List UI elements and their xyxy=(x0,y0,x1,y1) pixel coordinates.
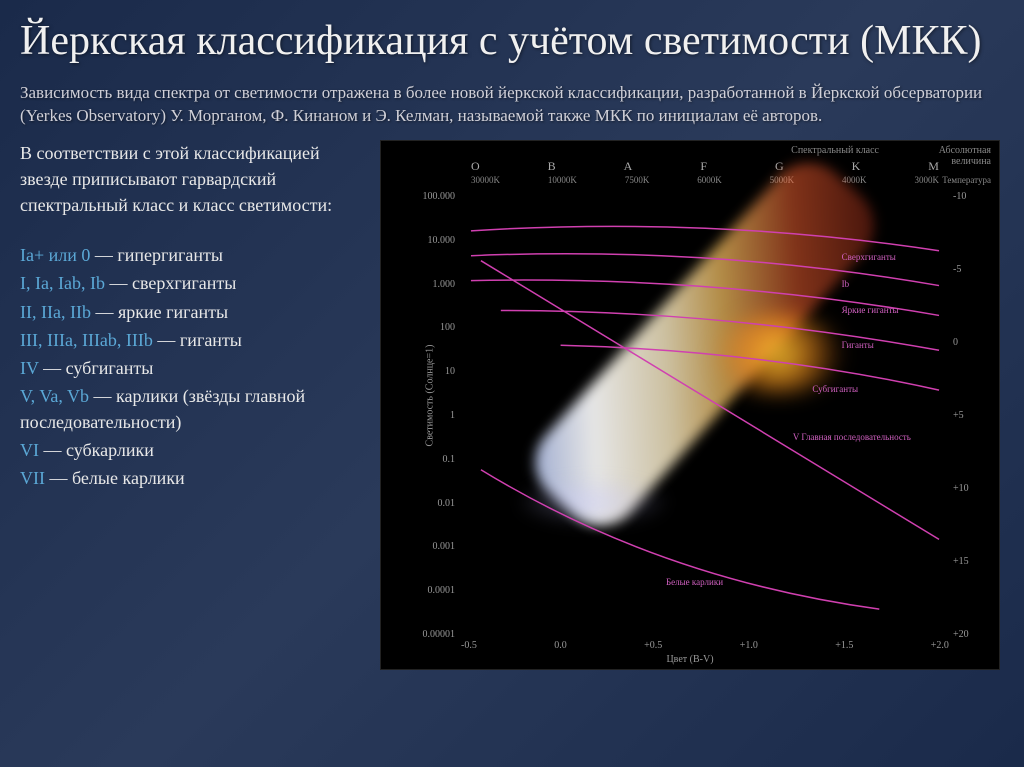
class-code: Ia+ или 0 xyxy=(20,245,90,265)
temp-tick: 30000K xyxy=(471,175,500,185)
x-tick: -0.5 xyxy=(461,640,477,651)
class-code: III, IIIa, IIIab, IIIb xyxy=(20,330,153,350)
spectral-tick: O xyxy=(471,159,480,174)
spectral-tick: A xyxy=(624,159,633,174)
y2-tick: +5 xyxy=(953,410,964,421)
x-tick: +1.5 xyxy=(835,640,853,651)
spectral-tick: K xyxy=(852,159,861,174)
x-tick: +2.0 xyxy=(931,640,949,651)
x-axis: -0.5 0.0 +0.5 +1.0 +1.5 +2.0 xyxy=(461,640,949,651)
temp-tick: 6000K xyxy=(697,175,722,185)
class-name: — гипергиганты xyxy=(90,245,223,265)
x-axis-label: Цвет (B-V) xyxy=(666,654,713,665)
class-code: VII xyxy=(20,468,45,488)
class-name: — гиганты xyxy=(153,330,242,350)
class-line: V, Va, Vb — карлики (звёзды главной посл… xyxy=(20,383,370,435)
y-tick: 1.000 xyxy=(395,279,455,290)
spectral-tick: B xyxy=(548,159,556,174)
temp-tick: 7500K xyxy=(625,175,650,185)
spectral-tick: F xyxy=(700,159,707,174)
class-line: II, IIa, IIb — яркие гиганты xyxy=(20,299,370,325)
x-tick: +0.5 xyxy=(644,640,662,651)
class-line: VI — субкарлики xyxy=(20,437,370,463)
temp-tick: 3000K xyxy=(914,175,939,185)
y-tick: 0.001 xyxy=(395,541,455,552)
class-code: II, IIa, IIb xyxy=(20,302,91,322)
y-tick: 0.0001 xyxy=(395,585,455,596)
class-line: IV — субгиганты xyxy=(20,355,370,381)
class-name: — яркие гиганты xyxy=(91,302,228,322)
x-tick: +1.0 xyxy=(740,640,758,651)
y-tick: 10.000 xyxy=(395,235,455,246)
class-list: Ia+ или 0 — гипергигантыI, Ia, Iab, Ib —… xyxy=(20,242,370,491)
y2-tick: +15 xyxy=(953,556,969,567)
x-tick: 0.0 xyxy=(554,640,567,651)
plot-area: Сверхгиганты Ib Яркие гиганты Гиганты Субгиг… xyxy=(461,191,949,629)
class-code: V, Va, Vb xyxy=(20,386,89,406)
content-row: В соответствии с этой классификацией зве… xyxy=(0,140,1024,670)
class-code: I, Ia, Iab, Ib xyxy=(20,273,105,293)
temperature-axis: 30000K10000K7500K6000K5000K4000K3000K xyxy=(471,175,939,185)
chart-top-label: Спектральный класс xyxy=(791,145,879,156)
y2-tick: +10 xyxy=(953,483,969,494)
luminosity-label: V Главная последовательность xyxy=(793,432,911,442)
y-tick: 1 xyxy=(395,410,455,421)
hr-diagram: Спектральный класс Абсолютная величина O… xyxy=(380,140,1000,670)
temp-unit-label: Температура xyxy=(942,175,991,185)
luminosity-label: Гиганты xyxy=(842,340,874,350)
y-axis-label: Светимость (Солнце=1) xyxy=(424,345,435,447)
class-line: I, Ia, Iab, Ib — сверхгиганты xyxy=(20,270,370,296)
right-column: Спектральный класс Абсолютная величина O… xyxy=(380,140,1004,670)
class-name: — субкарлики xyxy=(39,440,154,460)
y2-axis: -10-50+5+10+15+20 xyxy=(953,191,993,629)
class-code: IV xyxy=(20,358,39,378)
luminosity-label: Сверхгиганты xyxy=(842,252,896,262)
class-line: VII — белые карлики xyxy=(20,465,370,491)
class-line: Ia+ или 0 — гипергиганты xyxy=(20,242,370,268)
y-tick: 0.00001 xyxy=(395,629,455,640)
y2-tick: +20 xyxy=(953,629,969,640)
luminosity-label: Ib xyxy=(842,279,850,289)
spectral-tick: M xyxy=(928,159,939,174)
y-axis: Светимость (Солнце=1) 100.000 10.000 1.000… xyxy=(389,191,459,629)
left-column: В соответствии с этой классификацией зве… xyxy=(20,140,370,670)
class-code: VI xyxy=(20,440,39,460)
y-tick: 100 xyxy=(395,322,455,333)
intro-text: В соответствии с этой классификацией зве… xyxy=(20,140,370,218)
luminosity-label: Белые карлики xyxy=(666,577,723,587)
page-title: Йеркская классификация с учётом светимос… xyxy=(0,0,1024,74)
y-tick: 0.1 xyxy=(395,454,455,465)
class-name: — субгиганты xyxy=(39,358,154,378)
y2-tick: 0 xyxy=(953,337,958,348)
luminosity-label: Субгиганты xyxy=(812,384,858,394)
luminosity-label: Яркие гиганты xyxy=(842,305,899,315)
y-tick: 10 xyxy=(395,366,455,377)
class-line: III, IIIa, IIIab, IIIb — гиганты xyxy=(20,327,370,353)
y2-tick: -5 xyxy=(953,264,961,275)
y-tick: 0.01 xyxy=(395,498,455,509)
y2-tick: -10 xyxy=(953,191,966,202)
page-subtitle: Зависимость вида спектра от светимости о… xyxy=(0,74,1024,140)
temp-tick: 10000K xyxy=(548,175,577,185)
class-name: — сверхгиганты xyxy=(105,273,236,293)
y-tick: 100.000 xyxy=(395,191,455,202)
class-name: — белые карлики xyxy=(45,468,185,488)
spectral-axis: OBAFGKM xyxy=(471,159,939,174)
